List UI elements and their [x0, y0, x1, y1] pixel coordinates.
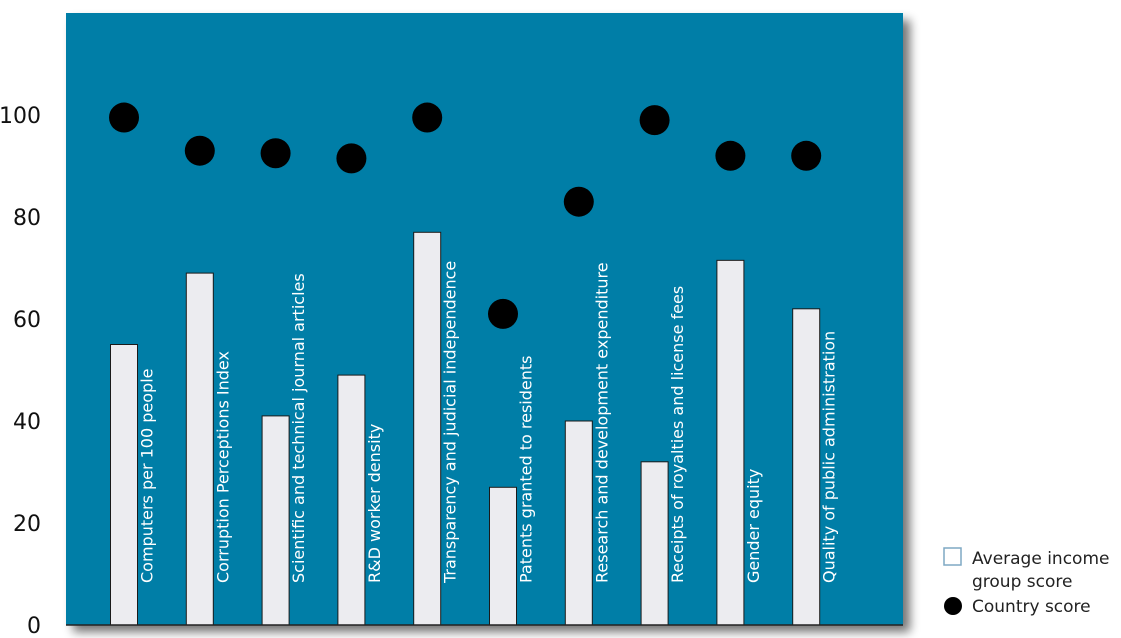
legend: Average income group score Country score: [943, 547, 1109, 617]
dot-country-score: [260, 138, 291, 169]
bar-average-score: [413, 231, 442, 626]
category-label: Quality of public administration: [820, 331, 839, 583]
y-tick-label: 0: [27, 614, 41, 638]
legend-bar-label-line1: Average income: [972, 549, 1109, 569]
y-axis-ticks: 0 20 40 60 80 100: [0, 104, 41, 638]
y-tick-label: 40: [13, 410, 41, 435]
bar-average-score: [261, 415, 290, 626]
dot-country-score: [791, 140, 822, 171]
bar-average-score: [716, 259, 745, 626]
category-label: Corruption Perceptions Index: [213, 351, 232, 583]
category-label: Receipts of royalties and license fees: [668, 286, 687, 583]
bar-average-score: [640, 461, 669, 626]
dot-country-score: [412, 102, 443, 133]
dot-country-score: [563, 186, 594, 217]
legend-dot-label: Country score: [972, 597, 1091, 617]
bars-layer: [110, 231, 821, 626]
bar-average-score: [185, 272, 214, 626]
bar-average-score: [110, 344, 138, 626]
bar-average-score: [489, 486, 517, 626]
dot-country-score: [639, 105, 670, 136]
dot-country-score: [109, 102, 139, 133]
category-label: Computers per 100 people: [138, 369, 157, 583]
legend-bar-swatch: [943, 547, 962, 566]
bar-average-score: [564, 420, 593, 626]
category-label: Gender equity: [744, 469, 763, 583]
y-tick-label: 20: [13, 512, 41, 537]
bar-average-score: [337, 374, 366, 626]
y-tick-label: 100: [0, 104, 41, 129]
category-label: Scientific and technical journal article…: [289, 273, 308, 583]
legend-bar-label-line2: group score: [972, 572, 1072, 592]
dot-country-score: [336, 143, 367, 174]
dot-country-score: [184, 135, 215, 166]
category-label: R&D worker density: [365, 424, 384, 583]
category-label: Transparency and judicial independence: [441, 261, 460, 584]
dot-country-score: [488, 298, 518, 329]
dots-layer: [109, 102, 822, 329]
category-label: Patents granted to residents: [517, 356, 536, 583]
dot-country-score: [715, 140, 746, 171]
category-label: Research and development expenditure: [592, 262, 611, 583]
category-labels-layer: Computers per 100 people Corruption Perce…: [138, 261, 839, 584]
legend-dot-swatch: [944, 597, 962, 615]
y-tick-label: 80: [13, 206, 41, 231]
bar-average-score: [792, 308, 821, 626]
y-tick-label: 60: [13, 308, 41, 333]
